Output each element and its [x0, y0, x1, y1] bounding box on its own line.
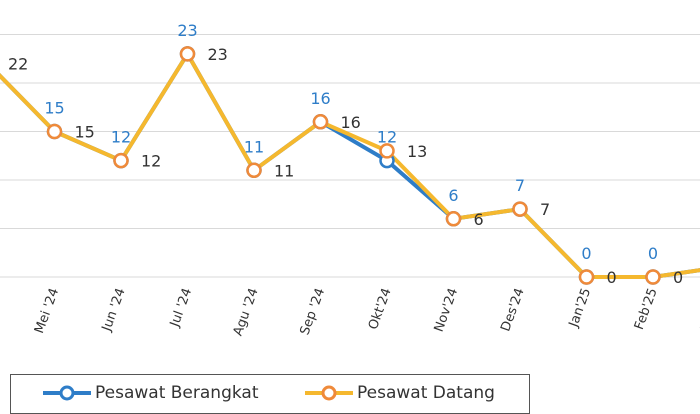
legend: Pesawat Berangkat Pesawat Datang [10, 374, 530, 414]
x-tick-label: Feb'25 [632, 286, 661, 332]
series-line-departures [0, 51, 700, 279]
data-point-arrivals [445, 211, 462, 227]
data-label-arrivals: 16 [341, 113, 361, 132]
data-label-departures: 15 [44, 99, 64, 118]
data-label-departures: 0 [648, 244, 658, 263]
data-point-arrivals [379, 143, 395, 159]
x-tick-label: Mei '24 [32, 286, 62, 335]
data-label-arrivals: 6 [474, 210, 484, 229]
data-label-departures: 6 [448, 186, 458, 205]
data-label-arrivals: 15 [75, 123, 95, 142]
legend-swatch-arrivals [305, 385, 353, 401]
data-label-departures: 0 [581, 244, 591, 263]
data-label-departures: 11 [244, 137, 264, 156]
data-point-arrivals [246, 162, 262, 179]
data-label-departures: 12 [111, 128, 131, 147]
data-label-departures: 16 [310, 89, 330, 108]
data-label-arrivals: 11 [274, 161, 294, 180]
x-tick-label: Sep '24 [297, 286, 328, 337]
data-point-arrivals [645, 269, 661, 285]
legend-swatch-departures [43, 385, 91, 401]
legend-item-departures: Pesawat Berangkat [41, 383, 259, 403]
data-label-arrivals: 22 [8, 55, 28, 74]
data-point-arrivals [113, 152, 129, 169]
data-label-departures: 7 [515, 176, 525, 195]
legend-item-arrivals: Pesawat Datang [303, 383, 495, 403]
data-label-arrivals: 0 [673, 268, 683, 287]
markers [46, 46, 661, 285]
data-point-arrivals [578, 269, 595, 285]
series-line-arrivals [0, 51, 700, 279]
x-tick-label: Nov'24 [432, 286, 462, 334]
series-lines [0, 51, 700, 279]
data-label-departures: 12 [377, 128, 397, 147]
x-tick-label: Agu '24 [231, 286, 262, 338]
data-label-arrivals: 7 [540, 200, 550, 219]
legend-label-departures: Pesawat Berangkat [95, 383, 259, 403]
data-label-arrivals: 23 [208, 45, 228, 64]
data-point-arrivals [179, 46, 196, 62]
x-tick-label: Des'24 [498, 286, 527, 333]
legend-label-arrivals: Pesawat Datang [357, 383, 495, 403]
data-point-arrivals [312, 114, 329, 130]
x-tick-label: Jul '24 [167, 286, 195, 330]
data-label-arrivals: 13 [407, 142, 427, 161]
data-point-arrivals [512, 201, 528, 217]
data-label-arrivals: 12 [141, 152, 161, 171]
data-label-departures: 23 [177, 21, 197, 40]
x-tick-label: Jun '24 [99, 286, 129, 334]
data-label-arrivals: 0 [607, 268, 617, 287]
x-tick-label: Okt'24 [366, 286, 395, 332]
x-tick-label: Jan'25 [566, 286, 594, 330]
data-point-arrivals [46, 123, 63, 140]
